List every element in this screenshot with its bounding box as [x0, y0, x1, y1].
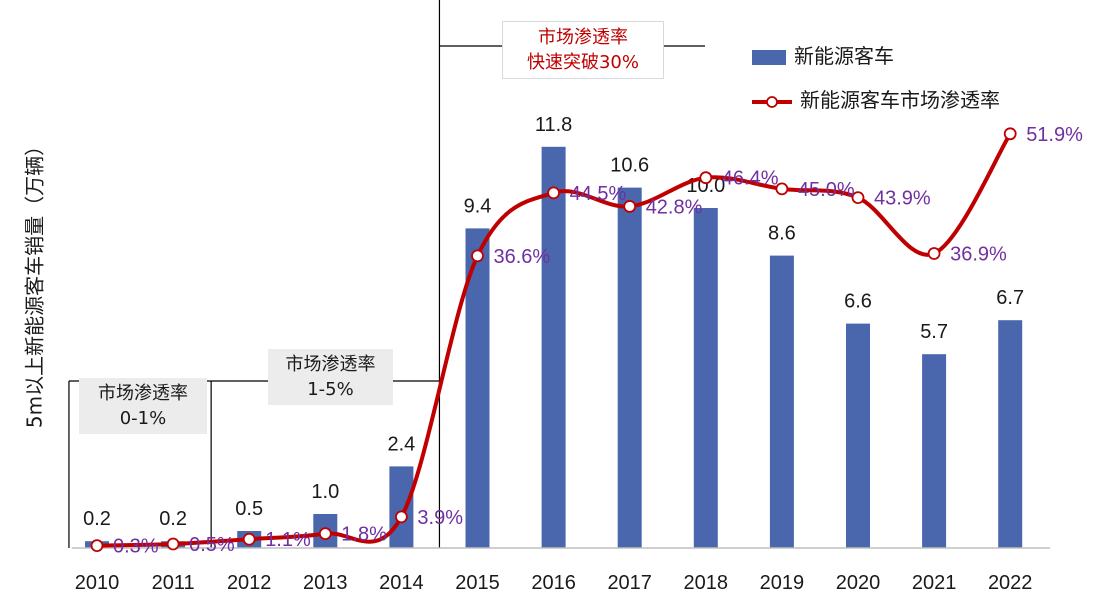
x-tick-2022: 2022 — [988, 572, 1033, 594]
rate-marker-2012 — [242, 532, 256, 546]
rate-label-2021: 36.9% — [950, 244, 1007, 266]
bar-label-2017: 10.6 — [610, 155, 649, 177]
bar-label-2020: 6.6 — [844, 291, 872, 313]
rate-marker-2017 — [623, 200, 637, 213]
rate-label-2022: 51.9% — [1026, 124, 1083, 146]
x-tick-2010: 2010 — [75, 572, 120, 594]
rate-marker-2015 — [471, 249, 484, 263]
y-axis-label: 5m以上新能源客车销量（万辆） — [22, 135, 47, 429]
rate-marker-2021 — [927, 247, 941, 260]
x-tick-2012: 2012 — [227, 572, 272, 594]
legend-line-label: 新能源客车市场渗透率 — [800, 88, 1000, 112]
rate-marker-2022 — [1003, 127, 1017, 141]
bar-label-2022: 6.7 — [996, 287, 1024, 309]
bar-label-2014: 2.4 — [387, 433, 415, 455]
bar-label-2012: 0.5 — [235, 498, 263, 520]
penetration-rate-line — [96, 132, 1012, 548]
bar-label-2019: 8.6 — [768, 223, 796, 245]
bar-2019 — [769, 255, 794, 548]
rate-label-2017: 42.8% — [646, 196, 703, 218]
bar-2016 — [541, 146, 566, 549]
bar-2014 — [389, 466, 414, 548]
phase-annotation-3: 市场渗透率 快速突破30% — [502, 21, 664, 79]
rate-label-2013: 1.8% — [341, 524, 387, 546]
x-tick-2020: 2020 — [836, 572, 881, 594]
bar-label-2011: 0.2 — [159, 508, 187, 530]
phase-annotation-3-range: 快速突破30% — [526, 52, 639, 73]
x-tick-2016: 2016 — [531, 572, 576, 594]
x-tick-2021: 2021 — [912, 572, 957, 594]
phase-annotation-3-title: 市场渗透率 — [538, 27, 628, 48]
rate-marker-2014 — [394, 510, 408, 524]
bar-data-labels: 0.2 0.2 0.51.02.49.411.810.610.08.66.65.76… — [83, 114, 1024, 530]
bar-2018 — [693, 208, 718, 548]
x-tick-2015: 2015 — [455, 572, 500, 594]
legend-item-line: 新能源客车市场渗透率 — [752, 84, 1000, 113]
bar-2020 — [846, 323, 870, 548]
rate-label-2010: 0.3% — [113, 536, 159, 558]
bar-2022 — [998, 320, 1023, 548]
bar-series — [85, 146, 1023, 549]
rate-label-2014: 3.9% — [417, 507, 463, 529]
phase-annotation-1: 市场渗透率 0-1% — [79, 378, 207, 434]
bar-2017 — [617, 187, 642, 548]
bar-label-2021: 5.7 — [920, 321, 948, 343]
x-tick-2018: 2018 — [684, 572, 729, 594]
x-axis-tick-labels: 2010 2011 2012 2013 2014 2015 2016 2017 2018 2019… — [75, 572, 1033, 594]
rate-label-2012: 1.1% — [265, 529, 311, 551]
rate-marker-2016 — [547, 186, 560, 200]
rate-label-2018: 46.4% — [722, 168, 779, 190]
penetration-rate-labels: 0.3% 0.5% 1.1% 1.8% 3.9% 36.6% 44.5% 42.8% 46.4%… — [113, 124, 1083, 558]
rate-label-2019: 45.0% — [798, 179, 855, 201]
rate-label-2016: 44.5% — [570, 183, 627, 205]
rate-marker-2011 — [166, 537, 180, 551]
penetration-rate-markers — [90, 127, 1017, 553]
bar-2021 — [922, 354, 947, 548]
x-tick-2014: 2014 — [379, 572, 424, 594]
rate-marker-2019 — [775, 182, 789, 196]
rate-label-2020: 43.9% — [874, 188, 931, 210]
rate-marker-2013 — [318, 527, 332, 541]
rate-marker-2018 — [699, 171, 713, 185]
x-tick-2013: 2013 — [303, 572, 348, 594]
phase-annotation-1-title: 市场渗透率 — [98, 383, 188, 404]
bar-label-2013: 1.0 — [311, 481, 339, 503]
x-tick-2017: 2017 — [607, 572, 652, 594]
phase-annotation-2-title: 市场渗透率 — [285, 354, 376, 375]
phase-annotation-1-range: 0-1% — [119, 408, 167, 429]
rate-label-2011: 0.5% — [189, 534, 235, 556]
rate-label-2015: 36.6% — [494, 246, 551, 268]
phase-annotation-2-range: 1-5% — [307, 379, 354, 400]
bar-label-2016: 11.8 — [535, 114, 572, 136]
phase-divider-lines — [68, 0, 705, 548]
rate-marker-2010 — [90, 539, 104, 553]
bar-label-2015: 9.4 — [464, 195, 492, 217]
legend-line-swatch — [752, 95, 792, 108]
phase-annotation-2: 市场渗透率 1-5% — [268, 349, 393, 405]
legend-bar-swatch — [752, 50, 786, 65]
legend-item-bar: 新能源客车 — [752, 40, 894, 69]
x-tick-2019: 2019 — [760, 572, 805, 594]
legend-bar-label: 新能源客车 — [794, 44, 894, 68]
rate-marker-2020 — [851, 191, 865, 205]
bar-label-2010: 0.2 — [83, 508, 111, 530]
x-tick-2011: 2011 — [152, 572, 195, 594]
